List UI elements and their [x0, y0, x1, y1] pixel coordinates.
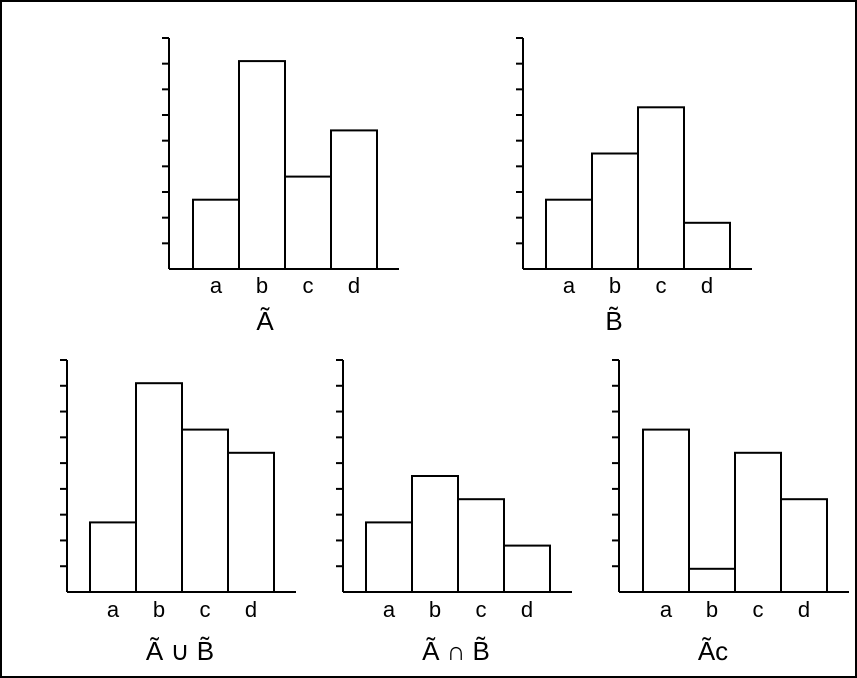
bar-b	[135, 382, 183, 594]
x-tick-label-b: b	[429, 597, 441, 622]
x-tick-label-d: d	[798, 597, 810, 622]
chart-caption: Ã	[256, 306, 274, 336]
chart-panel-5: a b c d Ãc	[612, 359, 849, 666]
x-tick-label-a: a	[660, 597, 673, 622]
bar-c	[181, 428, 229, 593]
x-tick-label-a: a	[563, 273, 576, 298]
x-tick-label-c: c	[200, 597, 211, 622]
bar-d	[683, 221, 731, 271]
x-tick-label-a: a	[383, 597, 396, 622]
bar-a	[545, 198, 593, 270]
chart-caption: Ã ∩ B̃	[422, 636, 490, 666]
x-tick-label-a: a	[210, 273, 223, 298]
x-tick-label-b: b	[153, 597, 165, 622]
x-tick-label-d: d	[521, 597, 533, 622]
bar-a	[192, 198, 240, 270]
chart-panel-4: a b c d Ã ∩ B̃	[336, 359, 572, 666]
x-tick-label-c: c	[656, 273, 667, 298]
x-tick-label-b: b	[256, 273, 268, 298]
x-tick-label-d: d	[701, 273, 713, 298]
bar-a	[89, 521, 137, 594]
bar-c	[457, 498, 505, 594]
bar-d	[227, 451, 275, 593]
x-tick-label-c: c	[303, 273, 314, 298]
charts-container: a b c d Ãa b c d B̃ a b c d Ã ∪ B̃ a b c d Ã ∩ B̃ a b c d Ãc	[60, 37, 849, 666]
chart-panel-3: a b c d Ã ∪ B̃	[60, 359, 296, 666]
chart-caption: Ã ∪ B̃	[146, 636, 214, 666]
chart-panel-1: a b c d Ã	[162, 37, 399, 336]
bar-a	[365, 521, 413, 594]
x-tick-label-c: c	[476, 597, 487, 622]
bar-b	[688, 567, 736, 593]
x-tick-label-c: c	[753, 597, 764, 622]
bar-c	[734, 451, 782, 593]
bar-b	[591, 152, 639, 270]
chart-caption: Ãc	[698, 636, 728, 666]
chart-caption: B̃	[605, 306, 622, 336]
x-tick-label-d: d	[348, 273, 360, 298]
bar-d	[503, 544, 551, 593]
bar-d	[780, 498, 828, 594]
bar-b	[411, 475, 459, 593]
x-tick-label-a: a	[107, 597, 120, 622]
bar-a	[642, 428, 690, 593]
bar-c	[284, 175, 332, 271]
bar-c	[637, 106, 685, 270]
x-tick-label-d: d	[245, 597, 257, 622]
bar-b	[238, 60, 286, 270]
x-tick-label-b: b	[706, 597, 718, 622]
chart-panel-2: a b c d B̃	[516, 37, 752, 336]
bar-d	[330, 129, 378, 270]
x-tick-label-b: b	[609, 273, 621, 298]
